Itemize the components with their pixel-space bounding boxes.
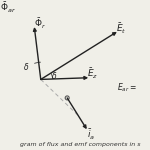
Text: $\bar{E}_{z}$: $\bar{E}_{z}$ [87, 67, 98, 81]
Text: $\delta$: $\delta$ [51, 70, 57, 81]
Text: gram of flux and emf components in s: gram of flux and emf components in s [20, 142, 141, 147]
Text: $\bar{E}_{t}$: $\bar{E}_{t}$ [116, 22, 126, 36]
Text: $\delta$: $\delta$ [23, 61, 29, 72]
Text: $\bar{\Phi}_{ar}$: $\bar{\Phi}_{ar}$ [0, 1, 16, 15]
Text: $\bar{\Phi}_{r}$: $\bar{\Phi}_{r}$ [34, 17, 46, 32]
Text: $\bar{i}_{a}$: $\bar{i}_{a}$ [87, 127, 95, 142]
Text: $E_{ar}=$: $E_{ar}=$ [117, 81, 137, 94]
